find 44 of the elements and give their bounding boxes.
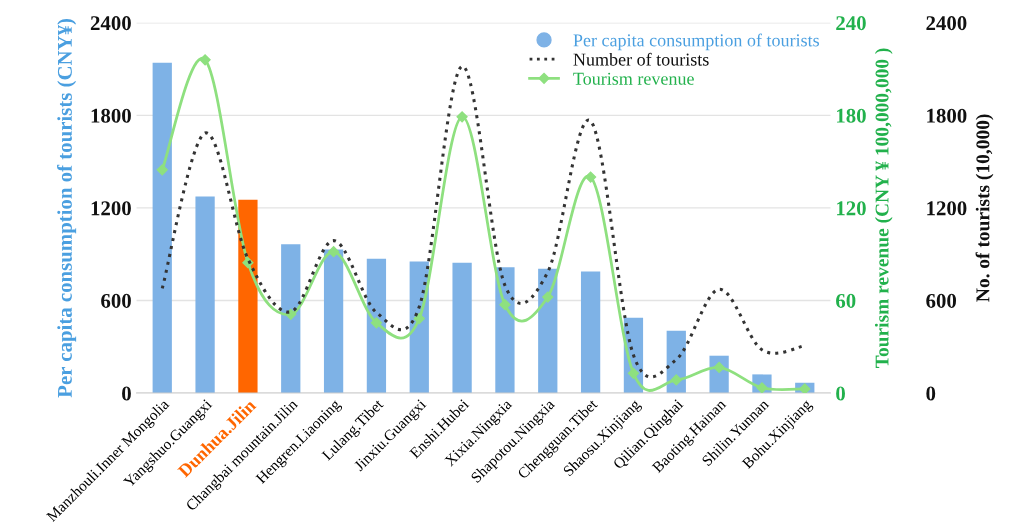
y-tick-label: 1200	[91, 201, 131, 216]
point	[456, 111, 468, 123]
y3-tick-label: 600	[926, 293, 957, 308]
point	[156, 164, 168, 176]
bar	[452, 262, 472, 394]
y2-tick-label: 60	[836, 293, 856, 308]
bar	[195, 196, 215, 394]
bar	[366, 258, 387, 394]
y2-axis-title: Tourism revenue (CNY ¥ 100,000,000 )	[874, 48, 893, 368]
point	[670, 374, 682, 386]
point	[627, 367, 640, 379]
y-tick-label: 1800	[91, 108, 131, 123]
point	[285, 308, 297, 320]
point	[327, 246, 340, 258]
point	[799, 383, 811, 394]
point	[499, 299, 511, 311]
point	[542, 291, 554, 303]
y3-axis-title: No. of tourists (10,000)	[975, 114, 994, 302]
point	[413, 312, 425, 325]
y-tick-label: 0	[122, 386, 131, 401]
y3-tick-label: 1200	[927, 201, 967, 216]
y-axis-title: Per capita consumption of tourists (CNY¥)	[57, 18, 77, 398]
y2-tick-label: 240	[836, 16, 866, 31]
y3-tick-label: 1800	[927, 108, 967, 123]
y2-tick-label: 0	[836, 386, 845, 401]
bar	[580, 271, 601, 394]
y3-tick-label: 2400	[926, 16, 967, 31]
y-tick-label: 2400	[90, 16, 131, 31]
legend-label: Tourism revenue	[573, 72, 694, 85]
bar	[281, 244, 301, 394]
y2-tick-label: 180	[837, 108, 866, 123]
bar	[152, 62, 172, 394]
bar	[538, 268, 558, 394]
legend-label: Number of tourists	[573, 52, 709, 66]
bar	[495, 267, 515, 394]
legend-label: Per capita consumption of tourists	[573, 33, 819, 51]
point	[585, 171, 597, 183]
y-tick-label: 600	[101, 293, 131, 308]
bar	[238, 199, 258, 394]
point	[199, 54, 211, 66]
y3-tick-label: 0	[926, 386, 936, 401]
point	[370, 317, 383, 329]
bar	[323, 249, 344, 394]
y2-tick-label: 120	[837, 201, 866, 216]
